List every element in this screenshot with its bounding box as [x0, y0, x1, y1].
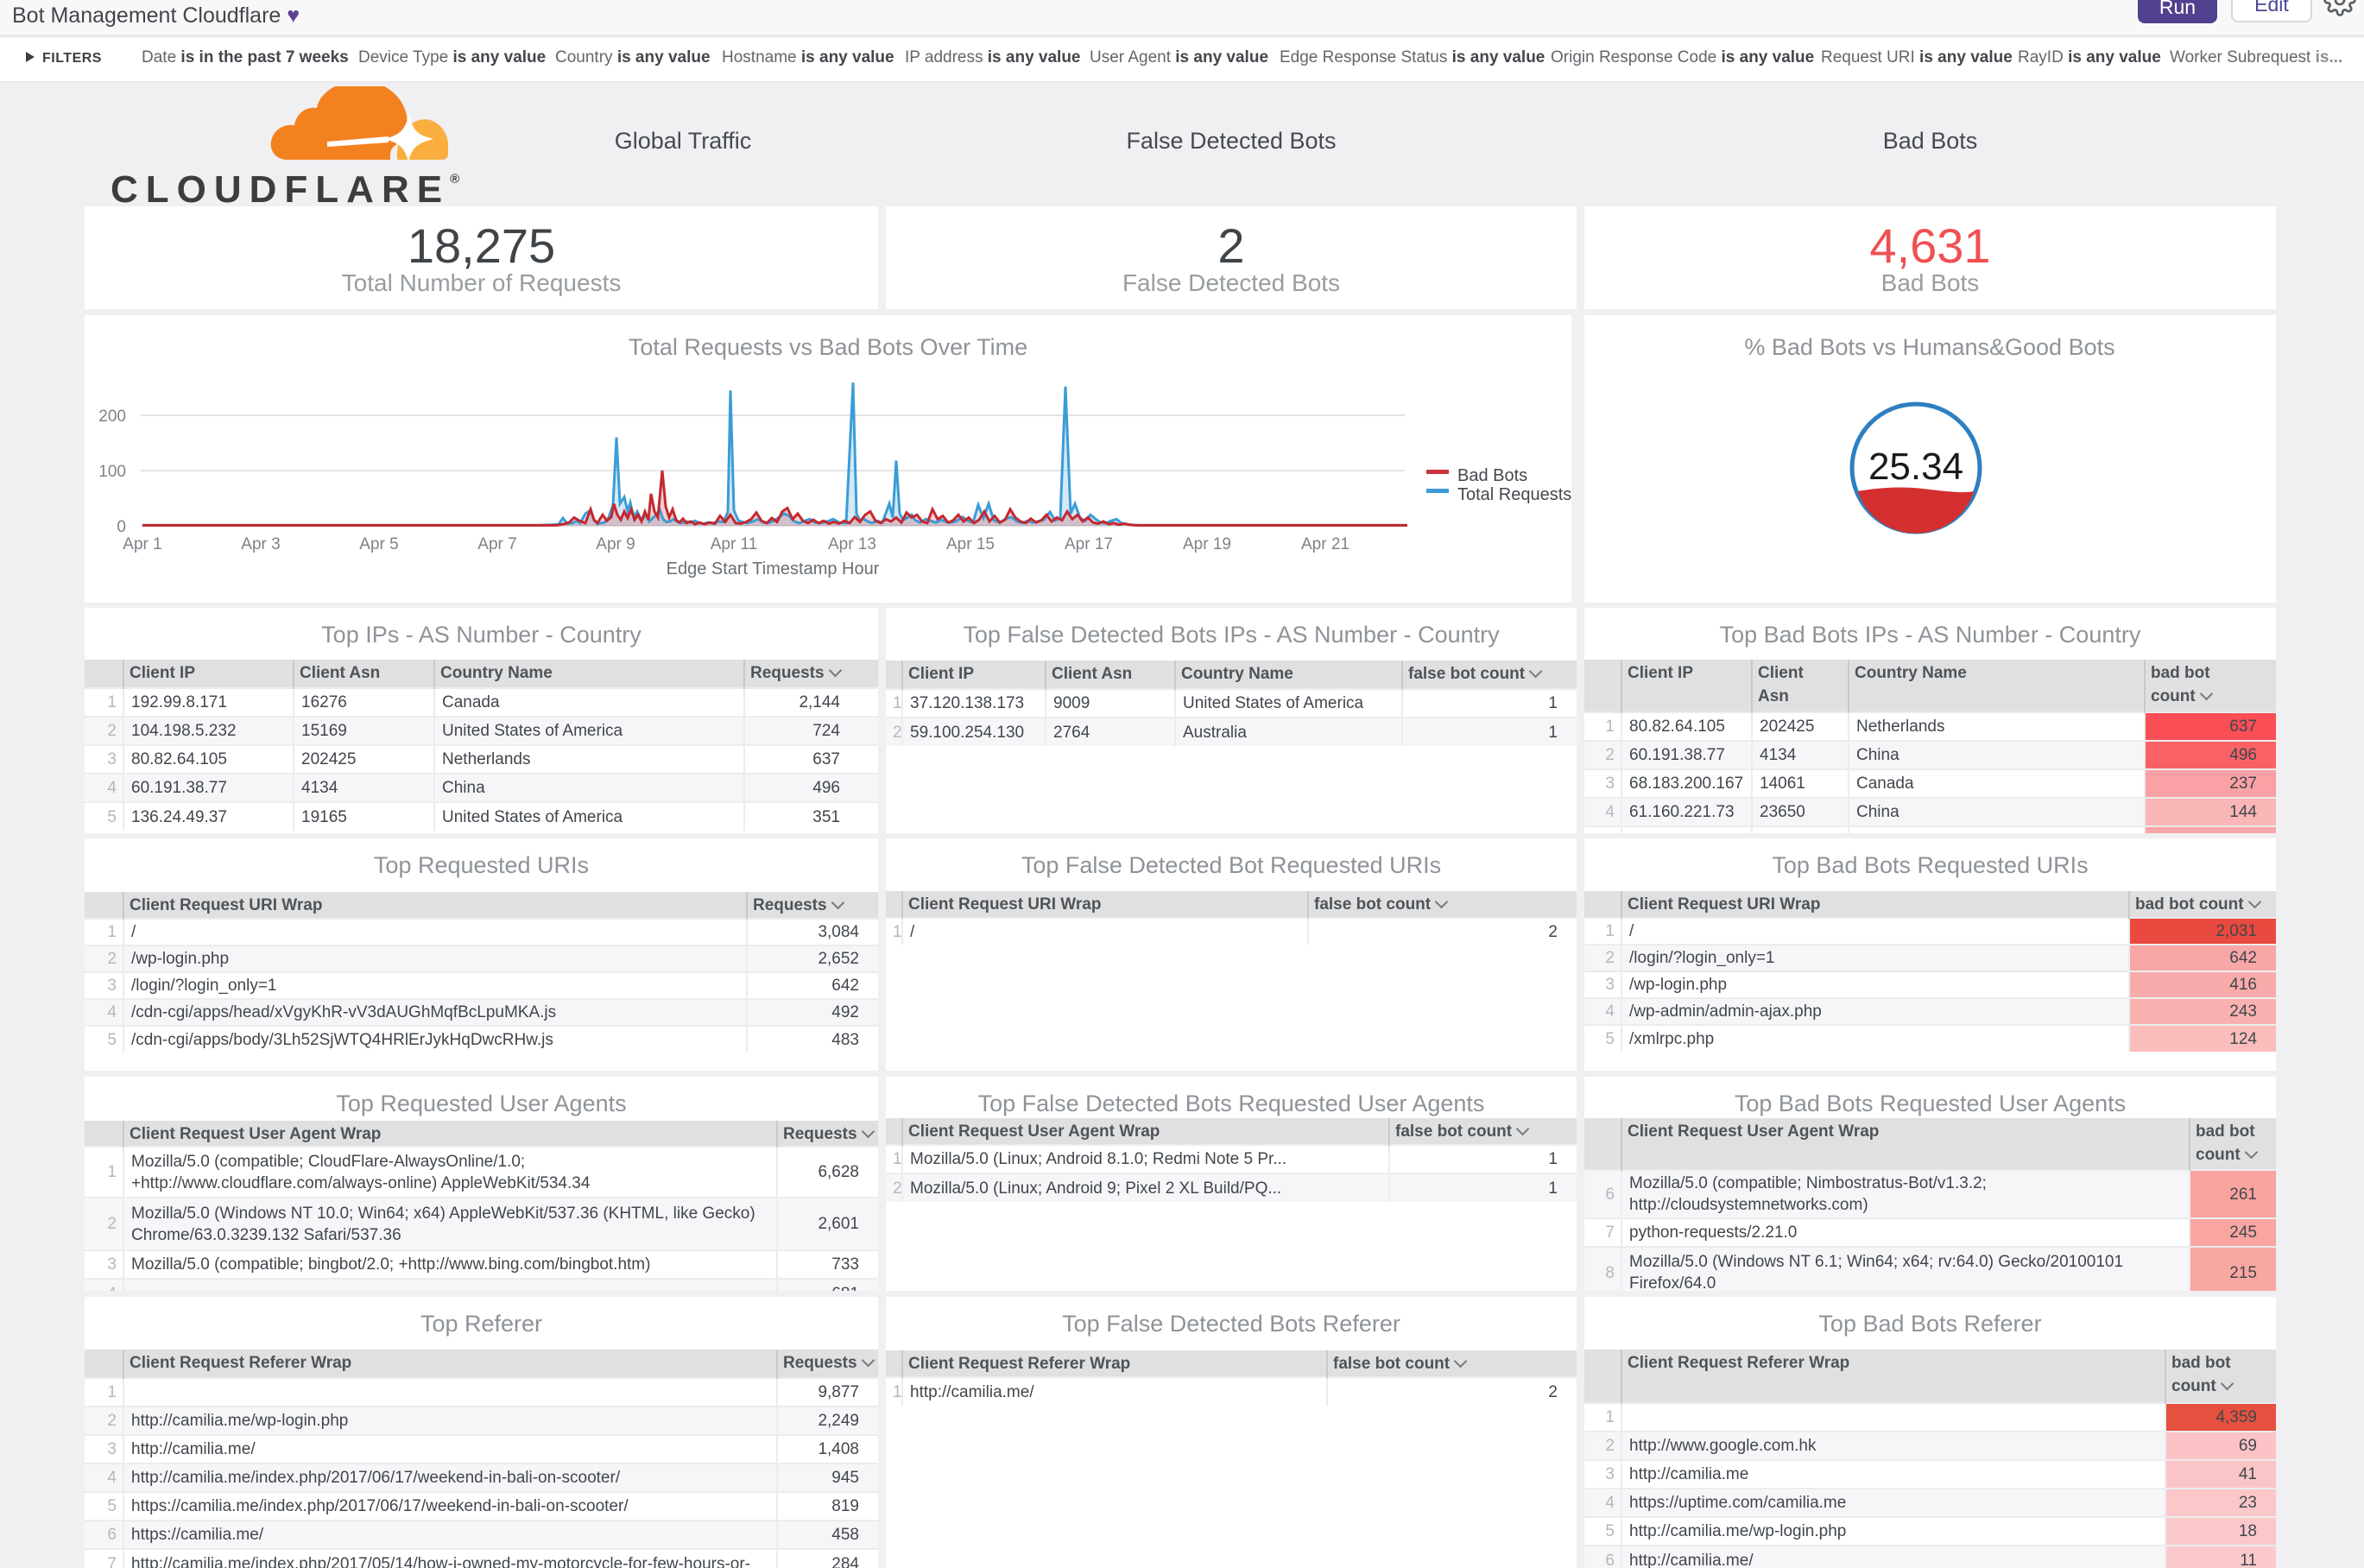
svg-text:Apr 17: Apr 17: [1065, 535, 1113, 553]
svg-text:Apr 3: Apr 3: [241, 535, 280, 553]
svg-text:Apr 15: Apr 15: [946, 535, 995, 553]
svg-text:100: 100: [98, 463, 126, 481]
svg-text:Apr 5: Apr 5: [359, 535, 398, 553]
svg-text:Apr 13: Apr 13: [828, 535, 876, 553]
svg-text:Apr 7: Apr 7: [477, 535, 516, 553]
svg-text:Apr 21: Apr 21: [1301, 535, 1350, 553]
svg-text:0: 0: [117, 518, 126, 536]
svg-text:Apr 9: Apr 9: [596, 535, 635, 553]
svg-text:% Bad Bots vs Humans&Good Bots: % Bad Bots vs Humans&Good Bots: [1744, 334, 2114, 360]
svg-text:200: 200: [98, 408, 126, 426]
svg-text:25.34: 25.34: [1868, 446, 1963, 488]
svg-text:Bad Bots: Bad Bots: [1457, 466, 1527, 485]
svg-text:Total Requests vs Bad Bots Ove: Total Requests vs Bad Bots Over Time: [629, 334, 1027, 360]
svg-text:Apr 1: Apr 1: [123, 535, 161, 553]
svg-text:Apr 19: Apr 19: [1183, 535, 1231, 553]
svg-text:Total Requests: Total Requests: [1457, 485, 1571, 504]
svg-text:Edge Start Timestamp Hour: Edge Start Timestamp Hour: [667, 560, 880, 579]
svg-text:Apr 11: Apr 11: [711, 535, 758, 553]
